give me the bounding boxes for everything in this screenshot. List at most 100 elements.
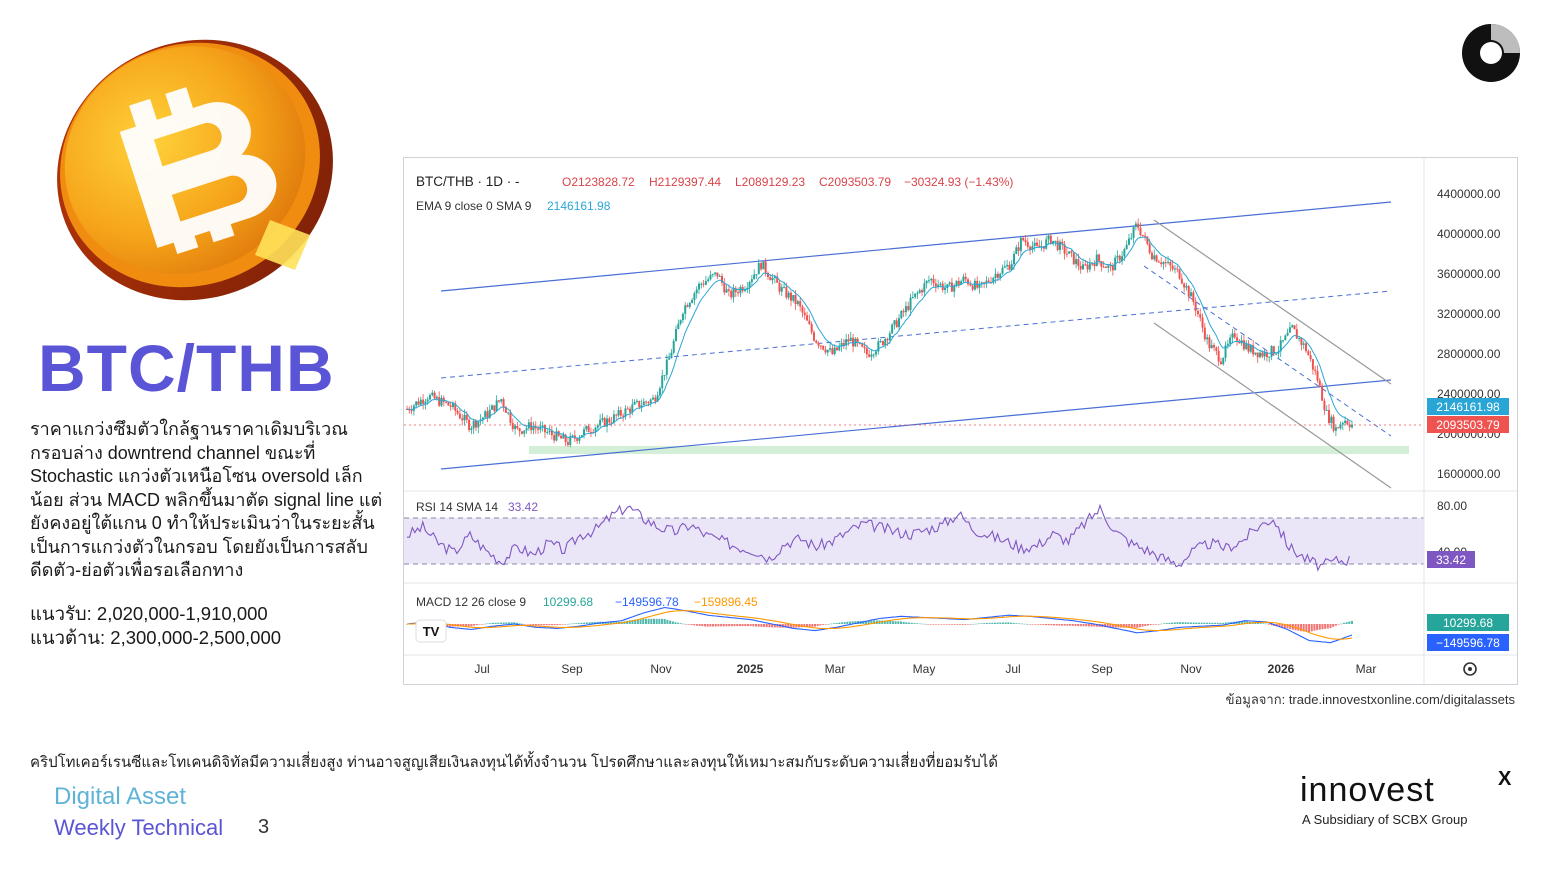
candle-body [1270, 346, 1273, 357]
macd-hist-bar [588, 622, 591, 624]
candle-body [743, 289, 746, 291]
candle-body [916, 292, 919, 294]
candle-body [1061, 241, 1064, 245]
candle-body [684, 305, 687, 314]
candle-body [1130, 237, 1133, 239]
macd-hist-bar [610, 621, 613, 624]
macd-hist-bar [835, 623, 838, 624]
macd-signal-tag-label: −149596.78 [1436, 636, 1500, 650]
macd-hist-bar [1316, 624, 1319, 631]
macd-hist-bar [642, 618, 645, 624]
macd-value-tag [1427, 614, 1509, 631]
macd-hist-bar [873, 620, 876, 624]
macd-hist-bar [1053, 624, 1056, 626]
x-tick-label: Nov [1180, 662, 1201, 676]
macd-hist-bar [1238, 621, 1241, 624]
macd-hist-bar [706, 624, 709, 627]
candle-body [488, 409, 491, 418]
uptrend-channel-mid [440, 290, 1392, 379]
candle-body [868, 354, 871, 357]
candle-body [433, 392, 436, 399]
macd-hist-bar [564, 624, 567, 625]
macd-hist-bar [1257, 622, 1260, 624]
candle-body [555, 431, 558, 441]
candle-body [580, 435, 583, 438]
candle-body [1086, 264, 1089, 270]
candle-body [806, 315, 809, 321]
chart-settings-icon[interactable] [1463, 662, 1477, 676]
macd-hist-bar [940, 624, 943, 625]
candle-body [502, 399, 505, 407]
candle-body [415, 401, 418, 406]
candle-body [716, 272, 719, 277]
macd-hist-bar [792, 624, 795, 628]
rsi-value: 33.42 [508, 500, 538, 514]
macd-hist-bar [1007, 622, 1010, 624]
candle-body [440, 397, 443, 406]
candle-body [875, 351, 878, 355]
candle-body [417, 401, 420, 405]
ema-label: EMA 9 close 0 SMA 9 [416, 199, 532, 213]
candle-body [877, 341, 880, 352]
macd-hist-bar [977, 623, 980, 625]
candle-body [658, 388, 661, 396]
candle-body [1081, 264, 1084, 270]
macd-hist-bar [720, 624, 723, 627]
support-level: แนวรับ: 2,020,000-1,910,000 [30, 603, 268, 624]
uptrend-channel-lower [440, 379, 1392, 470]
candle-body [865, 348, 868, 355]
y-tick-label: 4000000.00 [1437, 227, 1501, 241]
innovest-logo: innovest X A Subsidiary of SCBX Group [1300, 768, 1512, 827]
candle-body [856, 338, 859, 343]
candle-body [693, 293, 696, 300]
macd-hist-bar [803, 624, 806, 628]
macd-hist-bar [446, 624, 449, 627]
candle-body [543, 425, 546, 433]
macd-hist-bar [784, 624, 787, 628]
macd-hist-bar [1061, 624, 1064, 626]
macd-hist-bar [666, 619, 669, 624]
macd-hist-bar [583, 622, 586, 624]
candle-body [1217, 350, 1220, 362]
macd-label: MACD 12 26 close 9 [416, 595, 526, 609]
candle-body [1127, 238, 1130, 245]
macd-hist-bar [1050, 624, 1053, 626]
macd-hist-bar [1348, 621, 1351, 624]
candle-body [1036, 242, 1038, 246]
macd-hist-bar [703, 624, 706, 627]
rsi-line [407, 503, 1350, 572]
candle-body [656, 395, 659, 402]
candle-body [978, 283, 981, 288]
resistance-level: แนวต้าน: 2,300,000-2,500,000 [30, 627, 282, 648]
candle-body [1148, 243, 1151, 253]
candle-body [1132, 227, 1135, 238]
candle-body [918, 290, 921, 293]
macd-hist-bar [607, 621, 610, 624]
macd-hist-bar [787, 624, 790, 628]
candle-body [610, 422, 613, 424]
candle-body [723, 282, 726, 293]
macd-hist-bar [478, 624, 481, 625]
candle-body [870, 354, 873, 357]
candle-body [1206, 337, 1209, 340]
macd-hist-bar [1305, 624, 1308, 632]
candle-body [1196, 310, 1199, 315]
candle-body [1079, 266, 1082, 270]
uptrend-channel-upper [440, 201, 1392, 292]
candle-body [525, 428, 528, 431]
candle-body [829, 348, 832, 350]
candle-body [1111, 265, 1114, 271]
candle-body [748, 282, 751, 288]
candle-body [1252, 345, 1255, 355]
macd-hist-bar [685, 624, 688, 625]
macd-hist-bar [1187, 622, 1190, 624]
macd-hist-bar [529, 624, 532, 625]
macd-hist-bar [886, 620, 889, 624]
macd-hist-bar [1031, 624, 1034, 625]
bitcoin-coin-illustration [57, 39, 333, 301]
candle-body [1302, 343, 1305, 345]
page-number: 3 [258, 816, 270, 838]
macd-hist-bar [1044, 624, 1047, 626]
macd-hist-bar [827, 623, 830, 625]
candle-body [550, 430, 553, 436]
